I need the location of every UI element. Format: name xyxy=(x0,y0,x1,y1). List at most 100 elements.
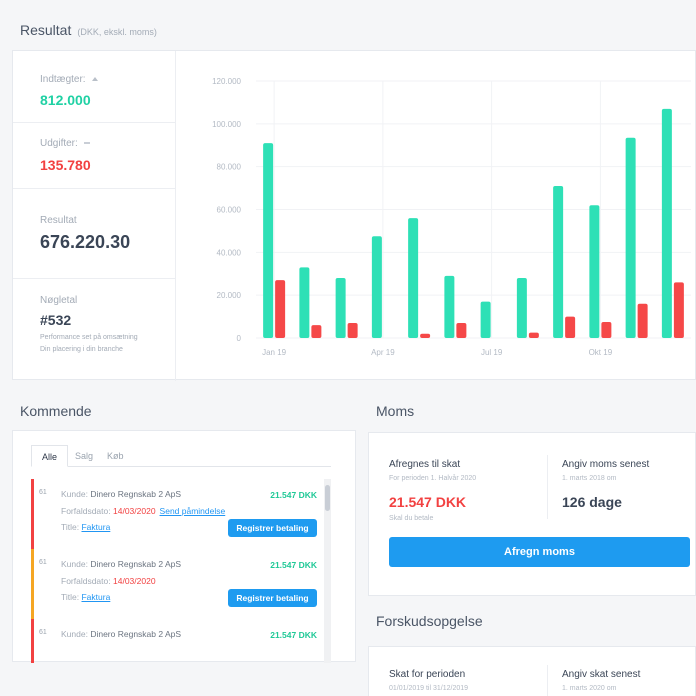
noegletal-line2: Din placering i din branche xyxy=(40,346,123,353)
x-tick-label: Jul 19 xyxy=(481,348,503,357)
afregnes-sub: For perioden 1. Halvår 2020 xyxy=(389,475,477,482)
bar-income xyxy=(408,218,419,338)
bar-expense xyxy=(601,321,612,338)
status-bar xyxy=(31,619,34,663)
tab-koeb[interactable]: Køb xyxy=(107,451,124,461)
x-tick-label: Okt 19 xyxy=(589,348,613,357)
bar-expense xyxy=(347,323,358,338)
noegletal-value: #532 xyxy=(40,312,72,328)
faktura-link[interactable]: Faktura xyxy=(81,522,111,532)
title-text: Title: Faktura xyxy=(61,592,111,602)
udgifter-label: Udgifter: xyxy=(40,138,90,149)
y-tick-label: 0 xyxy=(237,334,242,343)
kpi-divider xyxy=(175,51,176,381)
kommende-card: Alle Salg Køb 61 Kunde: Dinero Regnskab … xyxy=(12,430,356,663)
angiv-label: Angiv moms senest xyxy=(562,459,650,470)
item-number: 61 xyxy=(39,489,47,496)
bar-expense xyxy=(637,303,648,338)
afregnes-note: Skal du betale xyxy=(389,515,434,522)
item-number: 61 xyxy=(39,559,47,566)
bar-income xyxy=(589,205,600,338)
noegletal-label: Nøgletal xyxy=(40,295,78,306)
list-item: 61 Kunde: Dinero Regnskab 2 ApS 21.547 D… xyxy=(31,549,331,619)
bar-income xyxy=(661,108,672,338)
scrollbar-thumb[interactable] xyxy=(325,485,330,511)
bar-expense xyxy=(565,316,576,338)
y-tick-label: 80.000 xyxy=(217,163,242,172)
y-tick-label: 60.000 xyxy=(217,206,242,215)
resultat-value: 676.220.30 xyxy=(40,232,131,252)
angiv-value: 126 dage xyxy=(562,494,622,510)
x-tick-label: Jan 19 xyxy=(262,348,287,357)
register-payment-button[interactable]: Registrer betaling xyxy=(228,589,317,607)
afregnes-value: 21.547 DKK xyxy=(389,494,467,510)
kpi-resultat: Resultat 676.220.30 xyxy=(13,189,175,279)
skat-label: Skat for perioden xyxy=(389,669,466,680)
bar-expense xyxy=(456,323,467,338)
moms-title: Moms xyxy=(376,403,415,419)
bar-income xyxy=(371,236,382,338)
indtaegter-label: Indtægter: xyxy=(40,74,98,85)
kommende-tabs: Alle Salg Køb xyxy=(31,445,331,467)
bar-expense xyxy=(673,282,684,338)
tab-salg[interactable]: Salg xyxy=(75,451,94,461)
kpi-udgifter: Udgifter: 135.780 xyxy=(13,123,175,189)
bar-income xyxy=(335,278,346,338)
bar-income xyxy=(516,278,527,338)
resultat-heading: Resultat (DKK, ekskl. moms) xyxy=(20,22,157,38)
kpi-indtaegter: Indtægter: 812.000 xyxy=(13,51,175,123)
kpi-noegletal: Nøgletal #532 Performance set på omsætni… xyxy=(13,279,175,381)
faktura-link[interactable]: Faktura xyxy=(81,592,111,602)
noegletal-line1: Performance set på omsætning xyxy=(40,334,138,341)
send-reminder-link[interactable]: Send påmindelse xyxy=(159,506,226,516)
resultat-title: Resultat xyxy=(20,22,72,38)
resultat-label: Resultat xyxy=(40,215,77,226)
moms-card: Afregnes til skat For perioden 1. Halvår… xyxy=(368,432,696,596)
x-tick-label: Apr 19 xyxy=(371,348,395,357)
amount: 21.547 DKK xyxy=(270,630,317,640)
kunde-text: Kunde: Dinero Regnskab 2 ApS xyxy=(61,559,182,569)
chevron-up-icon[interactable] xyxy=(91,77,98,82)
afregn-moms-button[interactable]: Afregn moms xyxy=(389,537,690,567)
y-tick-label: 20.000 xyxy=(217,291,242,300)
amount: 21.547 DKK xyxy=(270,560,317,570)
bar-income xyxy=(299,267,310,338)
status-bar xyxy=(31,549,34,619)
register-payment-button[interactable]: Registrer betaling xyxy=(228,519,317,537)
forskud-title: Forskudsopgelse xyxy=(376,613,483,629)
bar-expense xyxy=(311,325,322,338)
list-scrollbar[interactable] xyxy=(324,479,331,663)
title-text: Title: Faktura xyxy=(61,522,111,532)
kunde-text: Kunde: Dinero Regnskab 2 ApS xyxy=(61,629,182,639)
bar-income xyxy=(444,275,455,338)
skat-sub: 01/01/2019 til 31/12/2019 xyxy=(389,685,469,692)
minus-icon[interactable] xyxy=(83,142,90,145)
udgifter-value: 135.780 xyxy=(40,157,91,173)
kunde-text: Kunde: Dinero Regnskab 2 ApS xyxy=(61,489,182,499)
resultat-card: Indtægter: 812.000 Udgifter: 135.780 Res… xyxy=(12,50,696,381)
bar-income xyxy=(480,301,491,338)
moms-divider xyxy=(547,455,548,519)
forfaldsdato-text: Forfaldsdato: 14/03/2020 Send påmindelse xyxy=(61,506,226,516)
tab-alle[interactable]: Alle xyxy=(31,445,69,467)
forfaldsdato-text: Forfaldsdato: 14/03/2020 xyxy=(61,576,156,586)
item-number: 61 xyxy=(39,629,47,636)
kommende-list: 61 Kunde: Dinero Regnskab 2 ApS 21.547 D… xyxy=(31,479,331,663)
amount: 21.547 DKK xyxy=(270,490,317,500)
resultat-subtitle: (DKK, ekskl. moms) xyxy=(77,27,157,37)
status-bar xyxy=(31,479,34,549)
kommende-title: Kommende xyxy=(20,403,92,419)
afregnes-label: Afregnes til skat xyxy=(389,459,461,470)
angiv-skat-sub: 1. marts 2020 om xyxy=(562,685,617,692)
bar-income xyxy=(553,185,564,338)
bar-expense xyxy=(420,333,431,338)
list-item: 61 Kunde: Dinero Regnskab 2 ApS 21.547 D… xyxy=(31,619,331,663)
angiv-skat-label: Angiv skat senest xyxy=(562,669,641,680)
indtaegter-value: 812.000 xyxy=(40,92,91,108)
bar-expense xyxy=(528,332,539,338)
bar-income xyxy=(263,143,274,338)
y-tick-label: 120.000 xyxy=(212,77,241,86)
angiv-sub: 1. marts 2018 om xyxy=(562,475,617,482)
list-item: 61 Kunde: Dinero Regnskab 2 ApS 21.547 D… xyxy=(31,479,331,549)
y-tick-label: 100.000 xyxy=(212,120,241,129)
